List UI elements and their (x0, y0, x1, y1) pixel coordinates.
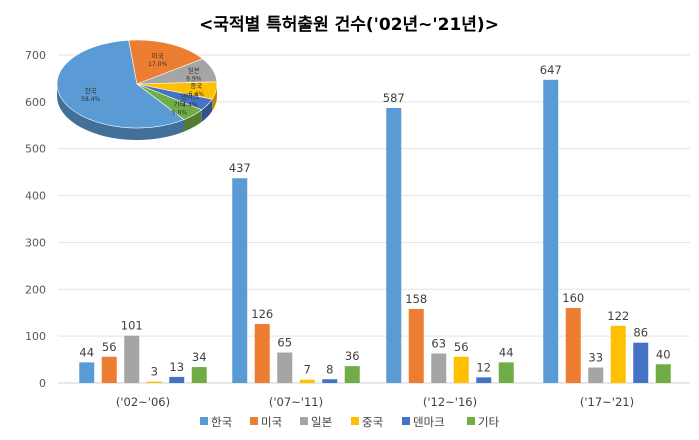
data-label: 160 (562, 291, 584, 305)
bar (101, 356, 117, 383)
data-label: 65 (277, 336, 292, 350)
bar (543, 79, 559, 383)
y-tick-label: 400 (25, 190, 46, 203)
legend-label: 기타 (478, 415, 500, 429)
bar (299, 379, 315, 383)
pie-slice-value: 6.4% (189, 91, 205, 98)
data-label: 44 (79, 345, 94, 359)
bar (498, 362, 514, 383)
y-tick-label: 600 (25, 96, 46, 109)
bar (344, 366, 360, 383)
data-label: 7 (304, 363, 311, 377)
bar (633, 342, 649, 383)
pie-slice-label: 한국 (85, 87, 97, 95)
pie-slice-label: 미국 (152, 51, 164, 60)
legend-swatch (300, 417, 308, 425)
pie-side (57, 84, 185, 140)
data-label: 33 (588, 351, 603, 365)
x-tick-label: ('02~'06) (116, 395, 170, 409)
bars-layer (79, 79, 671, 383)
data-label: 86 (633, 326, 648, 340)
pie-slice-label: 중국 (190, 82, 202, 90)
legend-swatch (467, 417, 475, 425)
data-label: 437 (229, 161, 251, 175)
labels-layer: 0 100 200 300 400 500 600 700 44 56 101 3 13 34 ('02~'… (25, 49, 671, 409)
pie-slice (136, 83, 203, 120)
data-label: 8 (326, 362, 333, 376)
bar (322, 379, 338, 383)
data-label: 36 (345, 349, 360, 363)
pie-slice-value: 58.4% (81, 96, 100, 103)
pie-slice (128, 39, 204, 85)
data-label: 12 (476, 360, 491, 374)
legend-swatch (200, 417, 208, 425)
y-tick-label: 100 (25, 330, 46, 343)
bar (408, 308, 424, 383)
pie-slice-value: 4.4% (182, 102, 198, 109)
bar (169, 376, 185, 383)
bar (431, 353, 447, 383)
data-label: 647 (540, 63, 562, 77)
legend: 한국 미국 일본 중국 덴마크 기타 (200, 415, 500, 429)
data-label: 122 (607, 309, 629, 323)
legend-swatch (250, 417, 258, 425)
data-label: 158 (405, 292, 427, 306)
data-label: 13 (169, 360, 184, 374)
data-label: 587 (383, 91, 405, 105)
pie-side (184, 109, 202, 132)
data-label: 3 (151, 365, 158, 379)
bar (453, 356, 469, 383)
bar (124, 335, 140, 383)
data-label: 63 (431, 336, 446, 350)
y-tick-label: 500 (25, 143, 46, 156)
pie-slice-label: 일본 (188, 65, 200, 74)
data-label: 126 (251, 307, 273, 321)
pie-slice-value: 8.9% (186, 75, 202, 82)
legend-label: 미국 (261, 415, 282, 429)
bar (146, 381, 162, 383)
bar (232, 178, 248, 383)
legend-swatch (351, 417, 359, 425)
x-tick-label: ('17~'21) (580, 395, 634, 409)
bar (610, 325, 626, 383)
legend-swatch (402, 417, 410, 425)
chart-title: <국적별 특허출원 건수('02년~'21년)> (199, 15, 499, 35)
pie-slice-value: 17.0% (148, 61, 167, 68)
legend-label: 중국 (362, 415, 383, 429)
pie-slice-label: 덴마크 (181, 92, 199, 101)
pie-slice (56, 39, 185, 129)
y-tick-label: 200 (25, 283, 46, 296)
pie-side (212, 84, 217, 112)
bar (565, 308, 581, 383)
legend-label: 한국 (211, 415, 232, 429)
x-tick-label: ('07~'11) (269, 395, 323, 409)
bar (79, 362, 95, 383)
bar (386, 107, 402, 383)
pie-slice-value: 5.0% (172, 109, 188, 116)
legend-label: 덴마크 (413, 415, 445, 429)
legend-label: 일본 (311, 415, 332, 429)
data-label: 56 (454, 340, 469, 354)
bar (191, 367, 207, 383)
bar (588, 367, 604, 383)
pie-slice-label: 기타 (173, 99, 185, 108)
y-tick-label: 300 (25, 236, 46, 249)
bar (655, 364, 671, 383)
x-tick-label: ('12~'16) (423, 395, 477, 409)
data-label: 56 (102, 340, 117, 354)
data-label: 40 (656, 347, 671, 361)
bar (254, 323, 270, 383)
data-label: 101 (121, 319, 143, 333)
data-label: 34 (192, 350, 207, 364)
bar (277, 352, 293, 383)
bar (476, 377, 492, 383)
pie-side (201, 99, 213, 122)
data-label: 44 (499, 345, 514, 359)
y-tick-label: 700 (25, 49, 46, 62)
y-tick-label: 0 (39, 377, 46, 390)
